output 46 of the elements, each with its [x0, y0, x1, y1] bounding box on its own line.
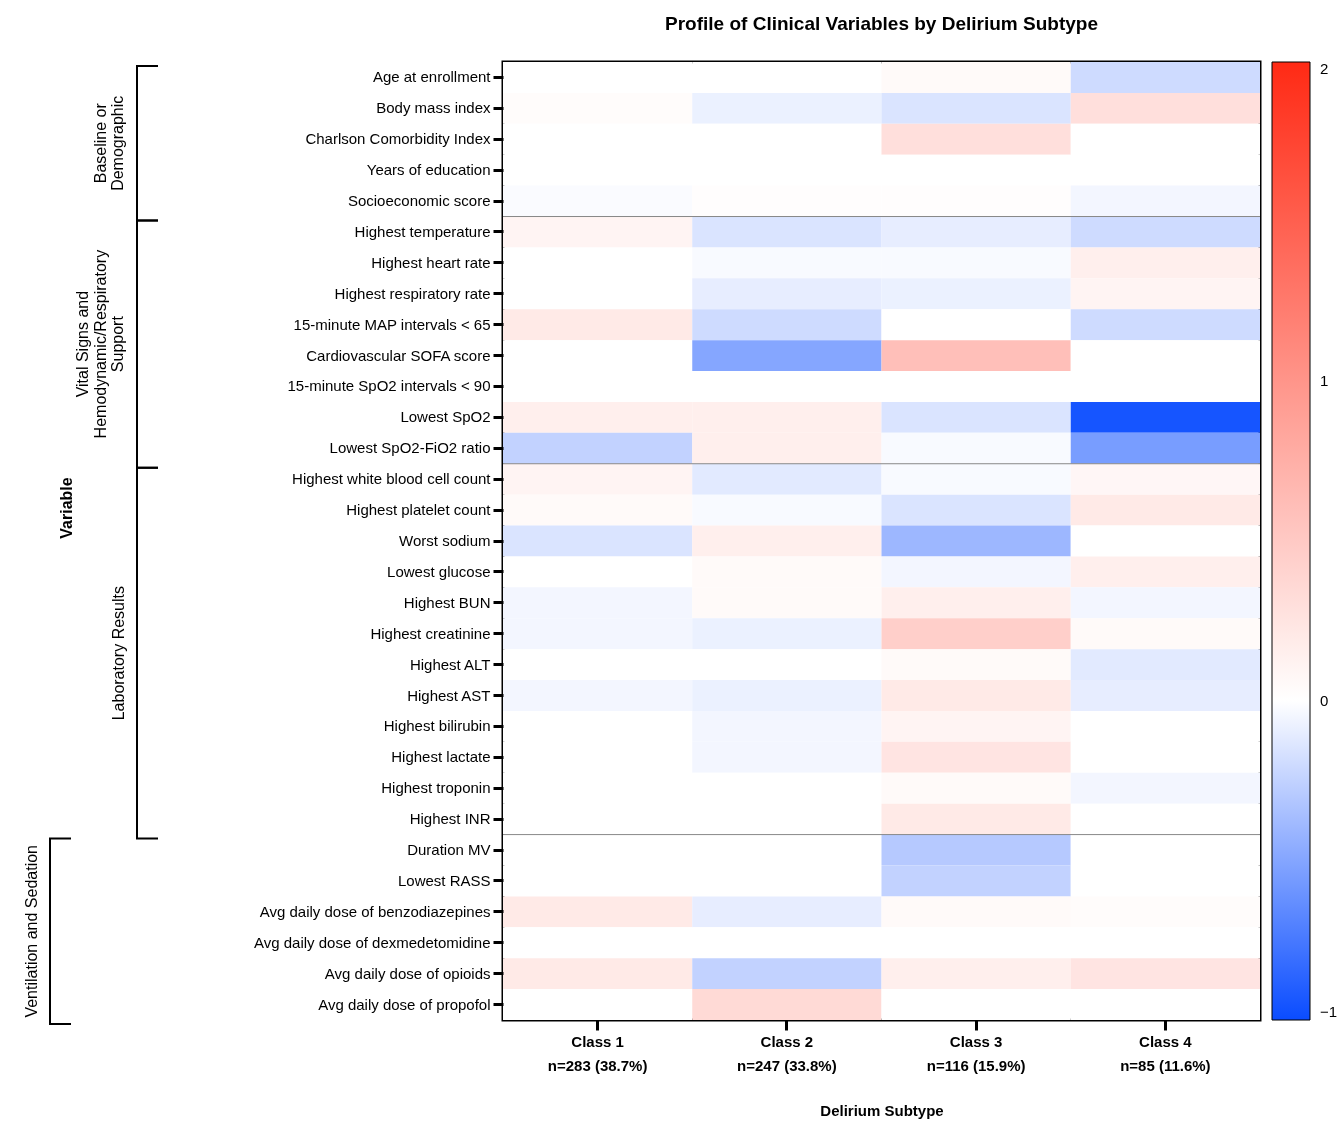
text: Laboratory Results: [109, 586, 127, 721]
y-tick-label: Highest platelet count: [346, 501, 492, 519]
text: Ventilation and Sedation: [22, 844, 40, 1018]
x-tick-label: Class 2 n=247 (33.8%): [737, 1032, 837, 1074]
chart-title: Profile of Clinical Variables by Delirium Subtype: [665, 13, 1098, 34]
y-tick-label: Age at enrollment: [372, 68, 492, 86]
y-tick-label: Avg daily dose of benzodiazepines: [259, 902, 491, 920]
y-tick-label: Lowest glucose: [387, 562, 491, 580]
y-tick-label: Highest AST: [407, 686, 491, 704]
y-tick-label: Highest BUN: [403, 593, 491, 611]
y-tick-label: 15-minute SpO2 intervals < 90: [287, 377, 491, 395]
y-tick-label: Highest temperature: [354, 222, 491, 240]
color-bar-label: −1: [1320, 1003, 1338, 1020]
y-tick-label: Lowest SpO2-FiO2 ratio: [329, 439, 491, 457]
y-tick-label: Lowest SpO2: [400, 408, 491, 426]
y-tick-label: Years of education: [366, 161, 491, 179]
color-bar-label: 1: [1320, 372, 1329, 390]
x-tick-label: Class 3 n=116 (15.9%): [926, 1032, 1026, 1074]
y-tick-label: Highest creatinine: [370, 624, 491, 642]
y-tick-label: Socioeconomic score: [347, 192, 491, 210]
y-tick-label: Worst sodium: [399, 532, 491, 549]
y-tick-label: Duration MV: [407, 841, 491, 859]
x-tick-label: Class 4 n=85 (11.6%): [1120, 1032, 1211, 1074]
y-tick-label: Highest lactate: [391, 748, 491, 766]
text: Vital Signs and Hemodynamic/Respiratory Support: [74, 249, 127, 439]
text: Baseline or Demographic: [91, 95, 127, 191]
x-axis-title: Delirium Subtype: [820, 1101, 944, 1119]
y-tick-label: Avg daily dose of dexmedetomidine: [253, 933, 491, 951]
y-tick-label: Avg daily dose of opioids: [324, 964, 491, 982]
y-tick-label: Body mass index: [376, 99, 491, 117]
color-bar-label: 0: [1320, 691, 1329, 709]
y-tick-label: Cardiovascular SOFA score: [306, 346, 491, 364]
y-tick-label: Highest INR: [409, 810, 491, 828]
y-tick-label: 15-minute MAP intervals < 65: [293, 315, 491, 333]
y-tick-label: Avg daily dose of propofol: [318, 995, 491, 1013]
x-tick-label: Class 1 n=283 (38.7%): [547, 1032, 648, 1074]
y-tick-label: Highest troponin: [381, 779, 491, 797]
y-tick-label: Highest heart rate: [371, 253, 491, 271]
y-tick-label: Lowest RASS: [397, 871, 491, 889]
color-bar-label: 2: [1320, 60, 1329, 77]
y-tick-label: Highest respiratory rate: [334, 284, 491, 302]
y-tick-label: Charlson Comorbidity Index: [305, 130, 491, 148]
y-tick-label: Highest bilirubin: [383, 717, 491, 735]
text: Variable: [57, 477, 75, 539]
y-tick-label: Highest ALT: [409, 655, 491, 673]
y-tick-label: Highest white blood cell count: [292, 470, 492, 488]
